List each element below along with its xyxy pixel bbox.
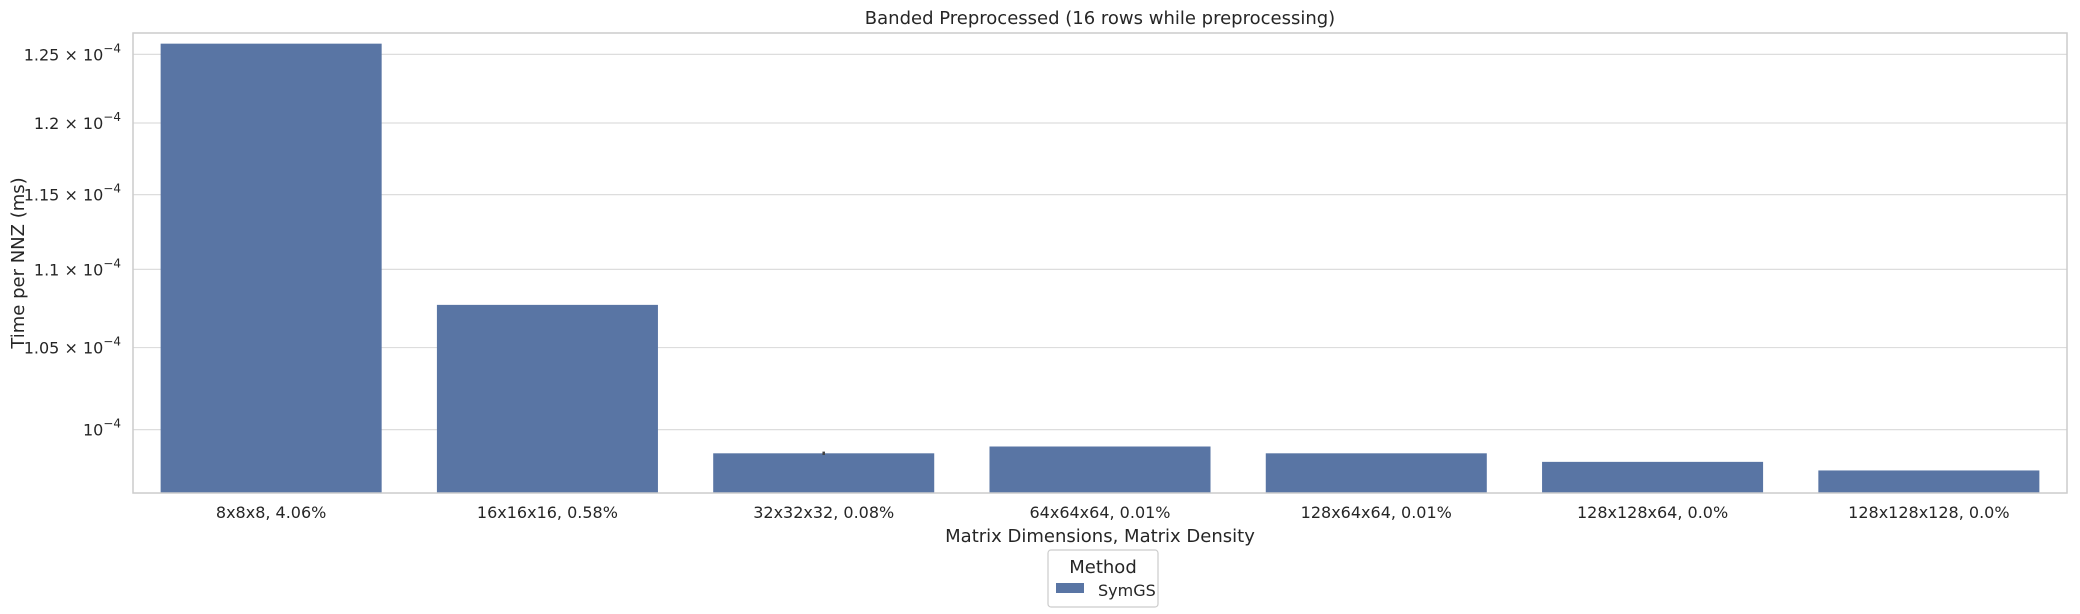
x-tick-label: 32x32x32, 0.08% (753, 503, 894, 522)
bar-symgs-2 (713, 453, 935, 493)
y-tick-label: 1.1 × 10−4 (34, 256, 121, 279)
bar-symgs-1 (436, 304, 658, 493)
legend-title: Method (1069, 557, 1137, 578)
bar-symgs-4 (1265, 453, 1487, 493)
x-tick-label: 128x128x128, 0.0% (1848, 503, 2009, 522)
y-tick-label: 1.05 × 10−4 (24, 335, 121, 358)
plot-frame (132, 32, 2068, 494)
gridlines (133, 53, 2067, 431)
chart-title: Banded Preprocessed (16 rows while prepr… (865, 8, 1335, 29)
bar-symgs-0 (160, 43, 382, 493)
x-tick-label: 128x128x64, 0.0% (1577, 503, 1728, 522)
bar-symgs-3 (989, 446, 1211, 493)
y-tick-label: 1.15 × 10−4 (24, 182, 121, 205)
y-axis-label: Time per NNZ (ms) (8, 177, 29, 349)
x-tick-label: 128x64x64, 0.01% (1301, 503, 1452, 522)
legend-swatch-symgs (1056, 583, 1084, 593)
legend-label-symgs: SymGS (1098, 581, 1156, 600)
y-tick-labels: 10−4 1.05 × 10−4 1.1 × 10−4 1.15 × 10−4 1.2 … (24, 41, 121, 439)
x-axis-label: Matrix Dimensions, Matrix Density (945, 526, 1255, 547)
x-tick-label: 64x64x64, 0.01% (1029, 503, 1170, 522)
legend: Method SymGS (1047, 549, 1159, 608)
x-tick-labels: 8x8x8, 4.06% 16x16x16, 0.58% 32x32x32, 0.0… (216, 503, 2010, 522)
y-tick-label: 1.25 × 10−4 (24, 41, 121, 64)
bars (160, 43, 2040, 493)
y-tick-label: 10−4 (83, 417, 121, 440)
y-tick-label: 1.2 × 10−4 (34, 110, 121, 133)
bar-symgs-5 (1542, 461, 1764, 493)
x-tick-label: 16x16x16, 0.58% (477, 503, 618, 522)
bar-symgs-6 (1818, 470, 2040, 493)
x-tick-label: 8x8x8, 4.06% (216, 503, 326, 522)
